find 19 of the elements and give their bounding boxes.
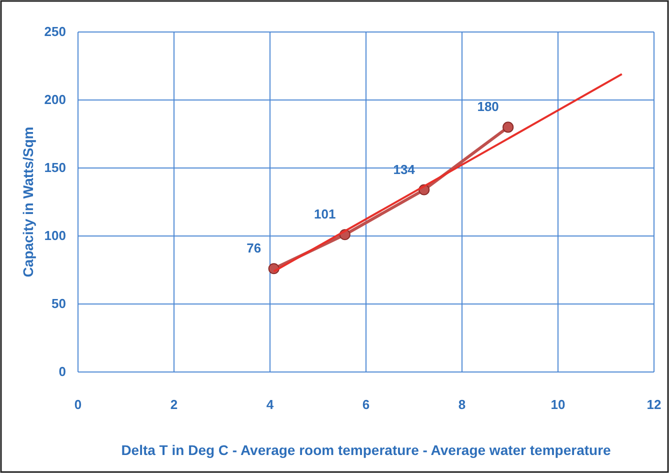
data-label: 180 [477,99,499,114]
y-tick-label: 100 [44,228,66,244]
x-tick-label: 0 [74,397,82,412]
y-axis-title: Capacity in Watts/Sqm [20,126,36,278]
y-tick-label: 200 [44,92,66,108]
y-tick-label: 250 [44,24,66,40]
x-tick-label: 8 [458,397,466,412]
x-tick-label: 4 [266,397,274,412]
point [502,122,514,133]
x-tick-label: 6 [362,397,370,412]
x-tick-label: 12 [646,397,662,412]
y-tick-label: 50 [52,296,66,312]
x-tick-label: 10 [550,397,566,412]
y-tick-label: 150 [44,160,66,176]
y-tick-label: 0 [58,364,66,380]
data-label: 76 [246,240,262,256]
data-label: 101 [314,206,336,222]
x-axis-title: Delta T in Deg C - Average room temperature - Average water temperature [121,442,612,458]
x-tick-label: 2 [170,397,178,412]
